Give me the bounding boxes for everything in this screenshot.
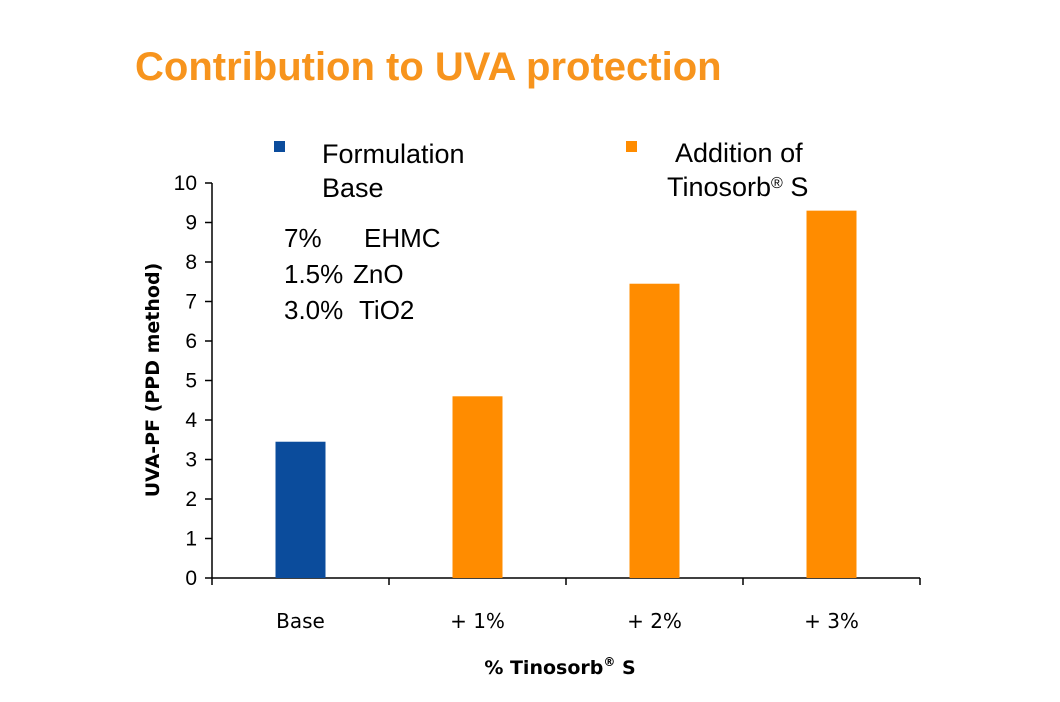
chart-title: Contribution to UVA protection [135, 45, 722, 89]
legend-addition-tinosorb: Tinosorb [667, 172, 771, 202]
x-axis-label-sup: ® [603, 655, 615, 669]
y-tick-label: 3 [185, 449, 197, 472]
annot-name-2: TiO2 [359, 295, 414, 325]
x-axis-label-main: % Tinosorb [484, 657, 603, 679]
x-tick-label: + 2% [627, 609, 682, 633]
x-tick-label: + 1% [450, 609, 505, 633]
bar-3 [629, 283, 680, 578]
annot-amount-1: 1.5% [284, 259, 343, 289]
legend-label-addition-line2: Tinosorb® S [667, 172, 808, 202]
bar-1 [275, 441, 326, 578]
annot-amount-2: 3.0% [284, 295, 343, 325]
legend-addition-s: S [783, 172, 809, 202]
plot-area: 0 1 2 3 4 5 6 7 8 9 10 Base + 1% + 2% + 3% [174, 172, 921, 633]
y-tick-label: 4 [185, 409, 197, 432]
x-axis-label-tail: S [615, 657, 635, 679]
y-tick-label: 9 [185, 212, 197, 235]
y-tick-label: 8 [185, 251, 197, 274]
legend-label-base-line2: Base [322, 173, 384, 203]
y-tick-label: 2 [185, 488, 197, 511]
formulation-annotation: 7% EHMC 1.5% ZnO 3.0% TiO2 [284, 223, 441, 325]
y-tick-label: 1 [185, 528, 197, 551]
legend-label-base-line1: Formulation [322, 139, 465, 169]
bar-2 [452, 396, 503, 578]
annot-amount-0: 7% [284, 223, 322, 253]
legend-label-addition-line1: Addition of [675, 138, 803, 168]
y-tick-label: 6 [185, 330, 197, 353]
y-tick-label: 5 [185, 370, 197, 393]
legend-swatch-addition [626, 141, 637, 152]
bar-4 [806, 210, 857, 578]
legend-addition-registered: ® [771, 175, 783, 192]
y-tick-label: 0 [185, 567, 197, 590]
y-tick-label: 10 [174, 172, 197, 195]
x-tick-label: + 3% [804, 609, 859, 633]
annot-name-0: EHMC [364, 223, 441, 253]
annot-name-1: ZnO [353, 259, 404, 289]
y-tick-label: 7 [185, 291, 197, 314]
y-axis-label: UVA-PF (PPD method) [142, 263, 164, 498]
x-tick-label: Base [276, 609, 325, 633]
legend-swatch-base [274, 141, 285, 152]
x-axis-label: % Tinosorb® S [484, 655, 635, 679]
